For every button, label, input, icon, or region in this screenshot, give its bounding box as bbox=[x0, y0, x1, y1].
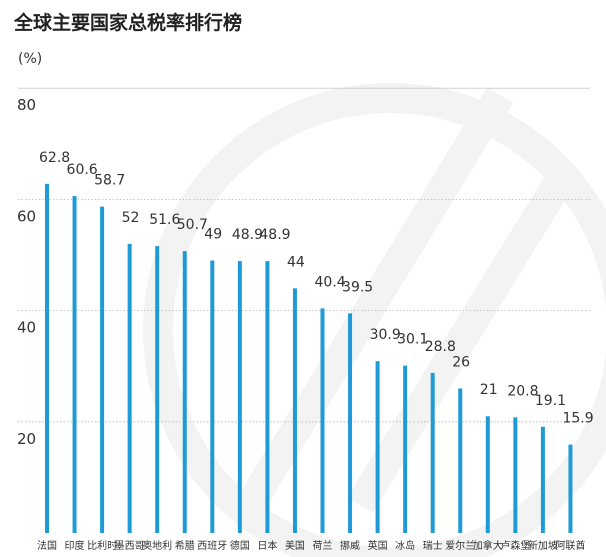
category-label-9: 日本 bbox=[257, 539, 277, 552]
category-label-15: 瑞士 bbox=[423, 539, 443, 552]
category-label-2: 印度 bbox=[65, 539, 85, 552]
category-label-16: 爱尔兰 bbox=[445, 539, 475, 552]
data-label-18: 20.8 bbox=[507, 383, 538, 399]
bar-11 bbox=[320, 308, 325, 533]
category-label-13: 英国 bbox=[368, 539, 388, 552]
y-tick-label-80: 80 bbox=[17, 96, 36, 114]
category-label-5: 奥地利 bbox=[142, 539, 172, 552]
data-label-16: 26 bbox=[452, 354, 470, 370]
bar-1 bbox=[45, 183, 49, 533]
bar-5 bbox=[155, 246, 160, 533]
bar-3 bbox=[100, 206, 105, 534]
data-label-10: 44 bbox=[287, 254, 305, 270]
data-label-14: 30.1 bbox=[397, 332, 428, 348]
category-label-14: 冰岛 bbox=[395, 539, 415, 552]
data-labels: 62.860.658.7 52 51.650.749 48.948.9 44 40.439… bbox=[39, 150, 594, 427]
bar-7 bbox=[210, 260, 215, 533]
bar-4 bbox=[127, 243, 132, 533]
category-label-19: 新加坡 bbox=[528, 539, 558, 552]
category-label-12: 挪威 bbox=[340, 539, 360, 552]
category-label-10: 美国 bbox=[285, 539, 305, 552]
data-label-5: 51.6 bbox=[149, 212, 180, 228]
data-label-3: 58.7 bbox=[94, 173, 125, 189]
bar-10 bbox=[292, 288, 297, 533]
bar-2 bbox=[72, 196, 77, 533]
data-label-17: 21 bbox=[480, 382, 498, 398]
category-label-8: 德国 bbox=[230, 539, 250, 552]
category-label-3: 比利时 bbox=[87, 540, 117, 552]
category-label-17: 加拿大 bbox=[473, 539, 503, 552]
bar-8 bbox=[237, 261, 242, 533]
category-label-1: 法国 bbox=[37, 539, 57, 552]
data-label-19: 19.1 bbox=[535, 393, 566, 409]
category-label-4: 墨西哥 bbox=[115, 540, 145, 552]
y-tick-label-40: 40 bbox=[17, 319, 36, 337]
bar-12 bbox=[348, 313, 353, 533]
data-label-9: 48.9 bbox=[259, 227, 290, 243]
data-label-15: 28.8 bbox=[425, 339, 456, 355]
data-label-11: 40.4 bbox=[315, 274, 346, 290]
bar-20 bbox=[568, 444, 573, 533]
data-label-7: 49 bbox=[204, 227, 222, 243]
data-label-20: 15.9 bbox=[562, 411, 593, 427]
grid-lines bbox=[18, 87, 590, 423]
bar-18 bbox=[513, 417, 518, 533]
data-label-1: 62.8 bbox=[39, 150, 70, 166]
bar-13 bbox=[375, 361, 380, 533]
data-label-4: 52 bbox=[122, 210, 140, 226]
bar-15 bbox=[430, 372, 435, 533]
category-label-6: 希腊 bbox=[175, 539, 195, 552]
y-tick-label-20: 20 bbox=[17, 430, 36, 448]
data-label-6: 50.7 bbox=[177, 217, 208, 233]
bar-6 bbox=[182, 251, 187, 533]
watermark bbox=[143, 83, 606, 557]
bar-14 bbox=[403, 365, 408, 533]
data-label-8: 48.9 bbox=[232, 227, 263, 243]
bar-9 bbox=[265, 261, 270, 533]
y-axis-unit-label: (%) bbox=[18, 51, 43, 67]
chart-title: 全球主要国家总税率排行榜 bbox=[14, 12, 243, 34]
bar-19 bbox=[540, 426, 545, 533]
category-label-7: 西班牙 bbox=[197, 540, 227, 552]
data-label-2: 60.6 bbox=[67, 162, 98, 178]
data-label-12: 39.5 bbox=[342, 279, 373, 295]
y-tick-label-60: 60 bbox=[17, 207, 36, 225]
category-label-11: 荷兰 bbox=[313, 539, 333, 552]
bars bbox=[45, 183, 573, 534]
category-label-20: 阿联酋 bbox=[555, 539, 585, 552]
bar-17 bbox=[485, 416, 490, 533]
bar-16 bbox=[458, 388, 463, 533]
y-axis-ticks: 20 40 60 80 bbox=[17, 96, 36, 448]
data-label-13: 30.9 bbox=[370, 327, 401, 343]
category-label-18: 卢森堡 bbox=[500, 539, 530, 552]
